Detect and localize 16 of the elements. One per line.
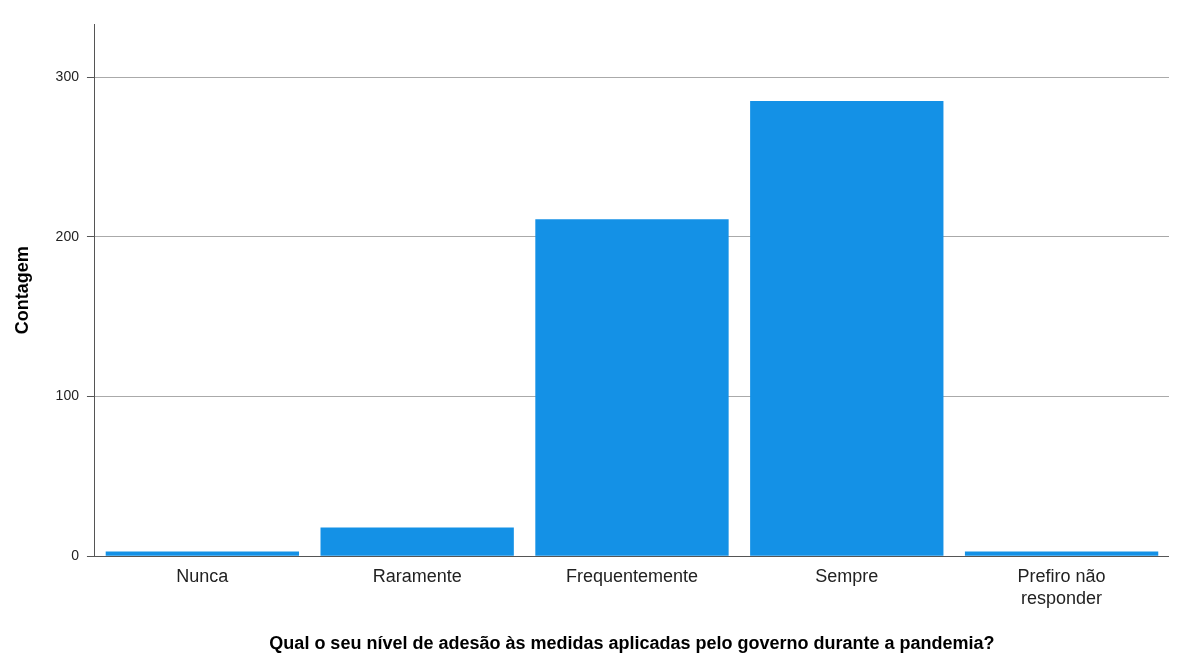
y-tick-label: 0 [71,547,80,564]
y-tick-label: 100 [55,387,80,404]
bar [105,551,300,556]
x-tick-label: Nunca [176,565,230,586]
x-tick-label: Frequentemente [565,565,699,586]
x-tick-label: Prefiro não responder [1017,565,1106,608]
y-axis-title: Contagem [11,246,32,335]
bar [320,527,514,556]
bar [750,101,944,556]
x-tick-label: Raramente [372,565,462,586]
bar [964,551,1159,556]
y-tick-label: 300 [55,67,80,84]
x-tick-label: Sempre [815,565,879,586]
y-tick-label: 200 [55,227,80,244]
bar [535,219,729,556]
x-axis-title: Qual o seu nível de adesão às medidas aplicadas pelo governo durante a pandemia? [269,633,995,654]
